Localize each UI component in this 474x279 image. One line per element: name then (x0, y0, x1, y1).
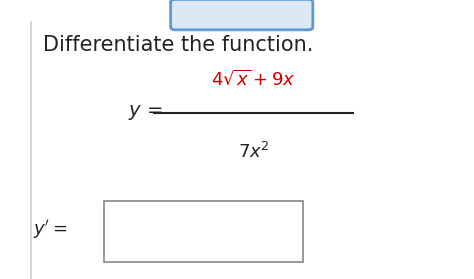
Text: Differentiate the function.: Differentiate the function. (43, 35, 313, 55)
Text: $y\,=$: $y\,=$ (128, 104, 164, 122)
Text: $y' =$: $y' =$ (33, 218, 68, 241)
FancyBboxPatch shape (171, 0, 313, 30)
Text: $7x^2$: $7x^2$ (238, 142, 269, 162)
FancyBboxPatch shape (104, 201, 303, 262)
Text: $4\sqrt{x} + 9x$: $4\sqrt{x} + 9x$ (211, 70, 296, 89)
